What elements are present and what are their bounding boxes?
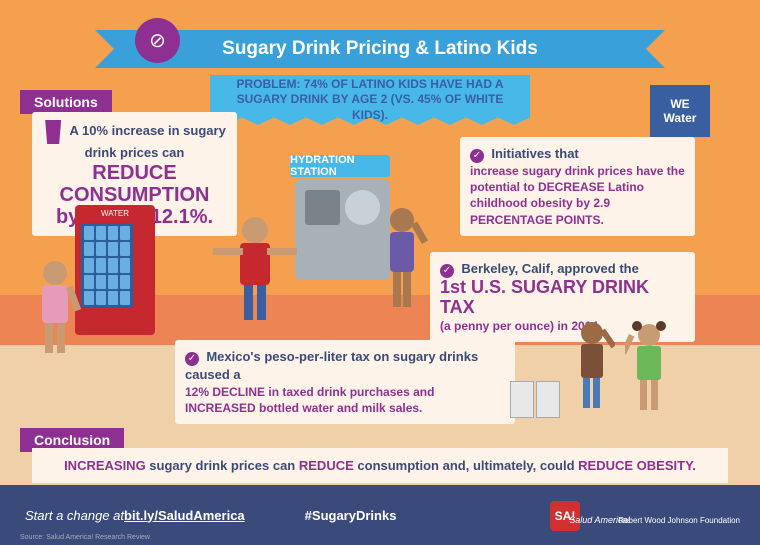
fact2-lead: Initiatives that: [491, 146, 578, 161]
kid-pink-icon: [28, 258, 83, 368]
kid-red-icon: [210, 215, 300, 340]
we-water-line2: Water: [664, 111, 697, 125]
fact3-lead: Berkeley, Calif, approved the: [461, 261, 639, 276]
concl-p1: INCREASING: [64, 458, 146, 473]
problem-text: PROBLEM: 74% OF LATINO KIDS HAVE HAD A S…: [230, 77, 510, 124]
check-icon: ✓: [470, 149, 484, 163]
title-text: Sugary Drink Pricing & Latino Kids: [222, 38, 538, 60]
no-sugary-drink-stamp-icon: ⊘: [135, 18, 180, 63]
problem-statement: PROBLEM: 74% OF LATINO KIDS HAVE HAD A S…: [210, 75, 530, 125]
fact-obesity-decrease: ✓ Initiatives that increase sugary drink…: [460, 137, 695, 236]
concl-p3: REDUCE: [299, 458, 354, 473]
fact-mexico-tax: ✓ Mexico's peso-per-liter tax on sugary …: [175, 340, 515, 424]
we-water-badge: WE Water: [650, 85, 710, 137]
fact2-body1: increase sugary drink prices have the po…: [470, 164, 685, 210]
fact1-lead: A 10% increase in sugary drink prices ca…: [70, 123, 226, 160]
footer-cta: Start a change at: [25, 508, 124, 523]
check-icon: ✓: [185, 352, 199, 366]
footer-link[interactable]: bit.ly/SaludAmerica: [124, 508, 245, 523]
solutions-label: Solutions: [20, 90, 112, 114]
cup-dollar-icon: [43, 120, 63, 144]
milk-cartons-icon: [510, 373, 560, 418]
conclusion-statement: INCREASING sugary drink prices can REDUC…: [32, 448, 728, 483]
title-banner: Sugary Drink Pricing & Latino Kids: [120, 30, 640, 68]
vending-bottles: [81, 223, 133, 308]
fact4-lead: Mexico's peso-per-liter tax on sugary dr…: [185, 349, 478, 382]
we-water-line1: WE: [670, 97, 689, 111]
fact1-big1: REDUCE CONSUMPTION: [60, 162, 210, 206]
concl-p4: consumption and, ultimately, could: [354, 458, 578, 473]
check-icon: ✓: [440, 264, 454, 278]
kid-green-icon: [625, 320, 673, 425]
kid-purple-icon: [375, 205, 430, 335]
fact4-highlight: 12% DECLINE in taxed drink purchases and…: [185, 385, 434, 415]
footer-hashtag: #SugaryDrinks: [305, 508, 397, 523]
hydration-station-sign: HYDRATION STATION: [290, 155, 390, 177]
concl-p2: sugary drink prices can: [146, 458, 299, 473]
source-text: Source: Salud America! Research Review: [20, 534, 150, 541]
concl-p5: REDUCE OBESITY.: [578, 458, 696, 473]
rwj-foundation-text: Robert Wood Johnson Foundation: [618, 516, 740, 525]
kid-brown-icon: [570, 320, 615, 425]
water-vending-machine-icon: [75, 205, 155, 335]
fact3-big: 1st U.S. SUGARY DRINK TAX: [440, 277, 649, 317]
footer: Start a change at bit.ly/SaludAmerica #S…: [0, 485, 760, 545]
infographic-container: ⊘ Sugary Drink Pricing & Latino Kids PRO…: [0, 0, 760, 545]
